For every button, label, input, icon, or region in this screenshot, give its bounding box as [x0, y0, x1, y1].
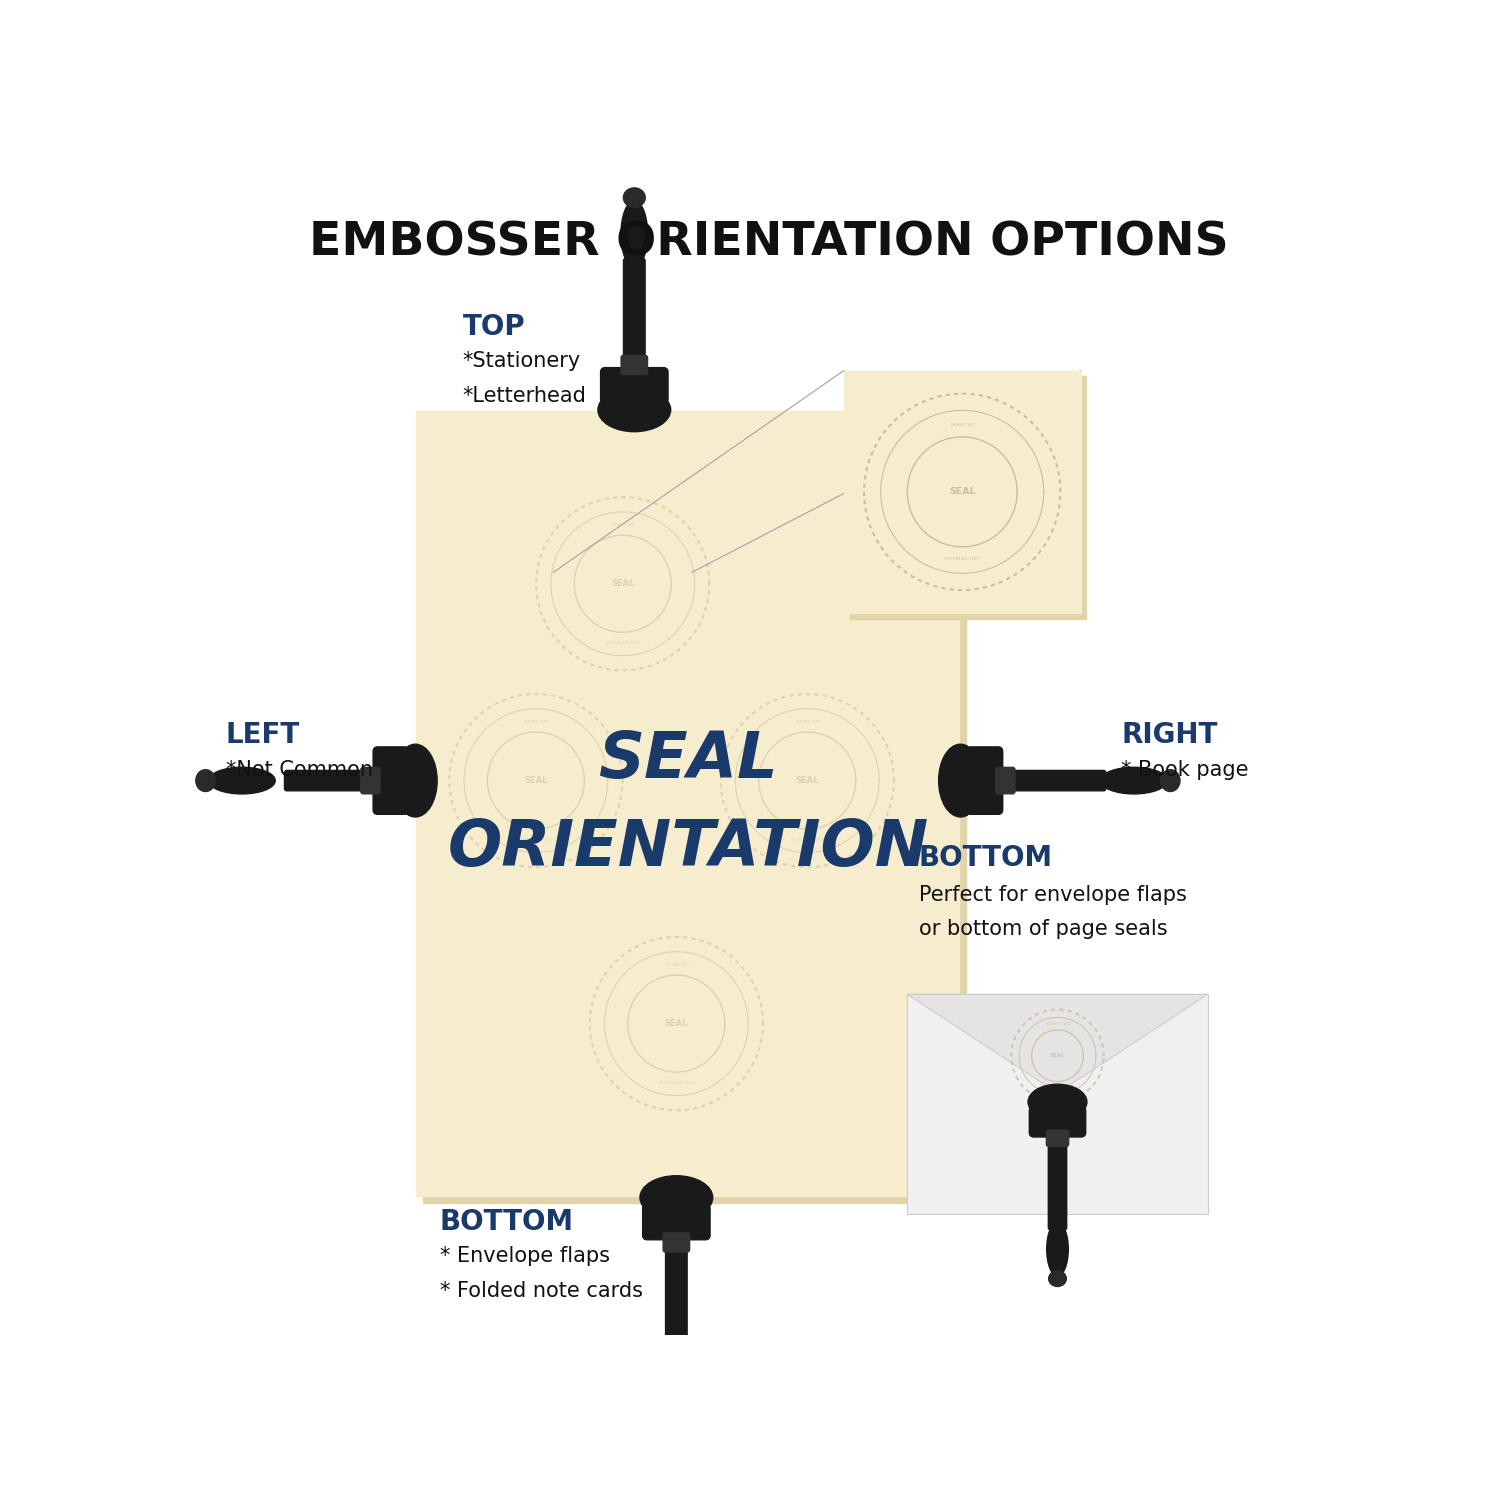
Text: BOTTOM ARC TEXT: BOTTOM ARC TEXT: [606, 640, 639, 645]
Ellipse shape: [196, 770, 214, 792]
Text: BOTTOM: BOTTOM: [920, 844, 1053, 871]
Text: SEAL: SEAL: [950, 488, 975, 496]
FancyBboxPatch shape: [1047, 1130, 1068, 1146]
FancyBboxPatch shape: [624, 258, 645, 360]
Text: LEFT: LEFT: [226, 720, 300, 748]
Text: *Letterhead: *Letterhead: [462, 386, 586, 405]
Text: BOTTOM ARC TEXT: BOTTOM ARC TEXT: [945, 556, 980, 561]
FancyBboxPatch shape: [600, 368, 668, 404]
Text: TOP ARC TEXT: TOP ARC TEXT: [524, 720, 549, 723]
Text: * Envelope flaps: * Envelope flaps: [440, 1246, 609, 1266]
Text: TOP: TOP: [462, 314, 525, 340]
Text: BOTTOM ARC TEXT: BOTTOM ARC TEXT: [1041, 1084, 1074, 1089]
Ellipse shape: [1047, 1222, 1068, 1276]
FancyBboxPatch shape: [666, 1248, 687, 1354]
Ellipse shape: [663, 1346, 690, 1413]
FancyBboxPatch shape: [642, 1204, 710, 1240]
Text: Perfect for envelope flaps: Perfect for envelope flaps: [920, 885, 1186, 904]
Text: *Not Common: *Not Common: [226, 760, 374, 780]
FancyBboxPatch shape: [849, 376, 1086, 620]
Ellipse shape: [624, 188, 645, 207]
Text: TOP ARC TEXT: TOP ARC TEXT: [795, 720, 820, 723]
Ellipse shape: [939, 744, 982, 818]
Text: or bottom of page seals: or bottom of page seals: [920, 920, 1167, 939]
Ellipse shape: [598, 388, 670, 432]
Text: BOTTOM: BOTTOM: [440, 1208, 573, 1236]
FancyBboxPatch shape: [417, 411, 960, 1197]
FancyBboxPatch shape: [844, 370, 1080, 614]
Text: SEAL: SEAL: [598, 729, 778, 790]
FancyBboxPatch shape: [996, 768, 1016, 794]
Polygon shape: [908, 994, 1208, 1094]
Text: BOTTOM ARC TEXT: BOTTOM ARC TEXT: [790, 837, 824, 842]
Ellipse shape: [209, 768, 274, 794]
FancyBboxPatch shape: [1048, 1142, 1066, 1230]
Ellipse shape: [1101, 768, 1167, 794]
Text: TOP ARC TEXT: TOP ARC TEXT: [950, 423, 975, 427]
Ellipse shape: [640, 1176, 712, 1219]
Ellipse shape: [621, 201, 648, 267]
Text: SEAL: SEAL: [524, 776, 548, 784]
Text: TOP ARC TEXT: TOP ARC TEXT: [1046, 1023, 1070, 1026]
FancyBboxPatch shape: [663, 1233, 690, 1252]
FancyBboxPatch shape: [908, 994, 1208, 1214]
Ellipse shape: [666, 1406, 687, 1425]
FancyBboxPatch shape: [285, 771, 380, 790]
Text: RIGHT: RIGHT: [1120, 720, 1218, 748]
Text: * Folded note cards: * Folded note cards: [440, 1281, 642, 1300]
Text: EMBOSSER ORIENTATION OPTIONS: EMBOSSER ORIENTATION OPTIONS: [309, 220, 1228, 266]
FancyBboxPatch shape: [362, 768, 380, 794]
Text: * Book page: * Book page: [1120, 760, 1248, 780]
Ellipse shape: [393, 744, 436, 818]
FancyBboxPatch shape: [1011, 771, 1106, 790]
Text: ORIENTATION: ORIENTATION: [447, 816, 928, 879]
Text: TOP ARC TEXT: TOP ARC TEXT: [610, 524, 636, 526]
Text: *Stationery: *Stationery: [462, 351, 580, 370]
Text: BOTTOM ARC TEXT: BOTTOM ARC TEXT: [519, 837, 552, 842]
Ellipse shape: [1028, 1084, 1088, 1119]
Ellipse shape: [1048, 1270, 1066, 1287]
FancyBboxPatch shape: [968, 747, 1002, 814]
FancyBboxPatch shape: [621, 356, 648, 375]
Text: SEAL: SEAL: [1050, 1053, 1065, 1058]
Ellipse shape: [1161, 770, 1180, 792]
Text: TOP ARC TEXT: TOP ARC TEXT: [663, 963, 688, 966]
Text: SEAL: SEAL: [664, 1019, 688, 1028]
Text: SEAL: SEAL: [610, 579, 634, 588]
Text: BOTTOM ARC TEXT: BOTTOM ARC TEXT: [660, 1080, 693, 1084]
Text: SEAL: SEAL: [795, 776, 819, 784]
FancyBboxPatch shape: [1029, 1106, 1086, 1137]
FancyBboxPatch shape: [423, 419, 966, 1203]
FancyBboxPatch shape: [374, 747, 410, 814]
